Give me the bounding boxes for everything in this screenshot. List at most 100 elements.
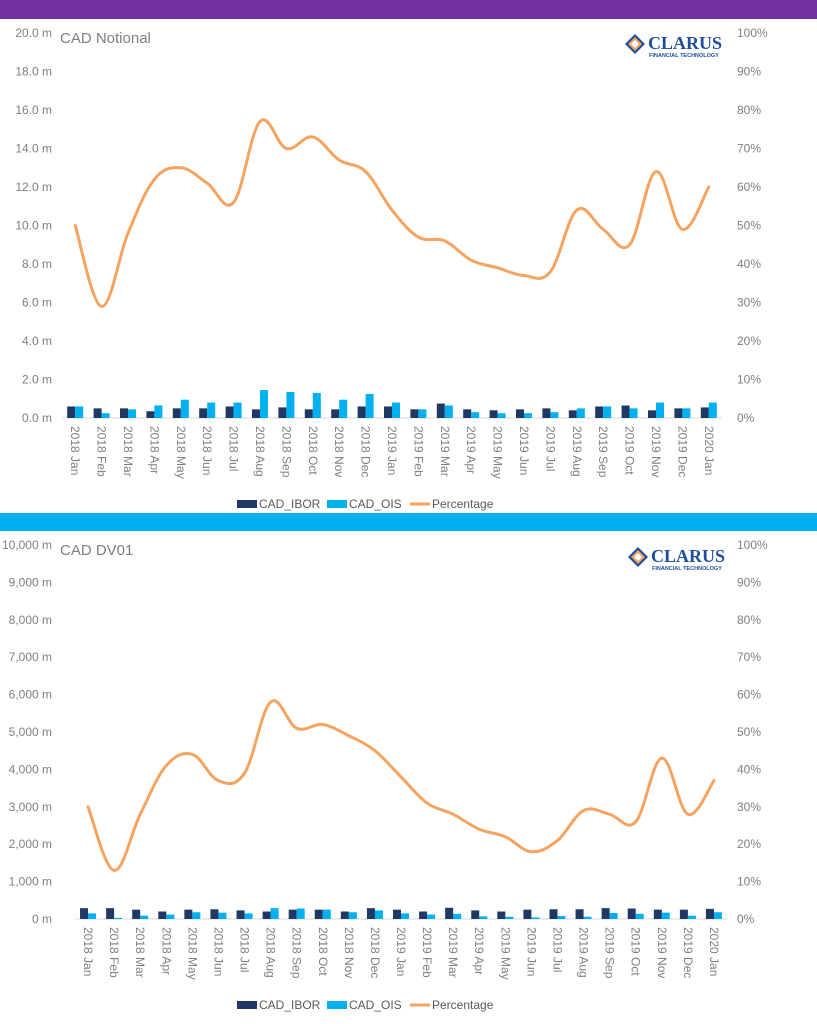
bar-cad-ois: [629, 408, 638, 418]
y2-axis-tick-label: 90%: [737, 65, 761, 79]
bar-cad-ois: [524, 413, 532, 418]
y2-axis-tick-label: 70%: [737, 650, 761, 664]
bar-cad-ibor: [366, 908, 375, 919]
x-axis-tick-label: 2019 Nov: [655, 927, 669, 978]
legend-label: CAD_IBOR: [259, 497, 321, 511]
bar-cad-ois: [88, 913, 97, 919]
bar-cad-ois: [661, 912, 670, 919]
bar-cad-ois: [154, 405, 163, 418]
bar-cad-ibor: [146, 411, 155, 418]
bar-cad-ois: [418, 409, 427, 418]
y2-axis-tick-label: 60%: [737, 688, 761, 702]
bar-cad-ois: [656, 402, 664, 418]
bar-cad-ibor: [549, 909, 558, 919]
x-axis-tick-label: 2019 Oct: [623, 426, 637, 475]
x-axis-tick-label: 2019 Jul: [550, 927, 564, 972]
y2-axis-tick-label: 30%: [737, 800, 761, 814]
bar-cad-ois: [180, 399, 189, 418]
bar-cad-ois: [401, 913, 409, 919]
clarus-tagline: FINANCIAL TECHNOLOGY: [649, 53, 719, 59]
x-axis-tick-label: 2018 Aug: [253, 426, 267, 477]
bar-cad-ibor: [172, 408, 181, 418]
x-axis-tick-label: 2018 Apr: [147, 426, 161, 474]
y-axis-tick-label: 12.0 m: [15, 180, 52, 194]
clarus-wordmark: CLARUS: [648, 33, 722, 53]
y-axis-tick-label: 14.0 m: [15, 142, 52, 156]
y-axis-tick-label: 3,000 m: [9, 800, 52, 814]
bar-cad-ibor: [252, 409, 260, 418]
bar-cad-ibor: [419, 911, 428, 919]
y-axis-tick-label: 8.0 m: [22, 257, 52, 271]
bar-cad-ois: [233, 402, 242, 418]
legend-swatch-cad-ois: [327, 500, 347, 508]
x-axis-tick-label: 2018 Jun: [211, 927, 225, 976]
x-axis-tick-label: 2018 Jun: [200, 426, 214, 475]
y2-axis-tick-label: 40%: [737, 762, 761, 776]
bar-cad-ois: [576, 408, 585, 418]
bar-cad-ois: [296, 908, 305, 919]
bar-cad-ibor: [184, 909, 193, 919]
bar-cad-ibor: [278, 407, 287, 418]
bar-cad-ibor: [516, 409, 524, 418]
bar-cad-ibor: [445, 907, 454, 919]
bar-cad-ibor: [210, 909, 219, 919]
bar-cad-ois: [114, 917, 123, 919]
y2-axis-tick-label: 80%: [737, 613, 761, 627]
bar-cad-ois: [365, 393, 374, 418]
legend-label: Percentage: [432, 998, 494, 1012]
x-axis-tick-label: 2018 Jul: [238, 927, 252, 972]
bar-cad-ois: [682, 408, 691, 418]
y2-axis-tick-label: 30%: [737, 296, 761, 310]
bar-cad-ois: [128, 409, 136, 418]
bar-cad-ois: [166, 914, 175, 919]
bar-cad-ibor: [542, 408, 551, 418]
legend-swatch-cad-ibor: [237, 500, 257, 508]
y2-axis-tick-label: 10%: [737, 373, 761, 387]
legend-label: Percentage: [432, 497, 494, 511]
y-axis-tick-label: 20.0 m: [15, 26, 52, 40]
legend-label: CAD_OIS: [349, 497, 402, 511]
x-axis-tick-label: 2019 Aug: [570, 426, 584, 477]
bar-cad-ibor: [568, 410, 577, 418]
x-axis-tick-label: 2018 Mar: [133, 927, 147, 978]
x-axis-tick-label: 2018 Jul: [227, 426, 241, 471]
bar-cad-ois: [270, 908, 279, 919]
section-divider-band: [0, 513, 817, 531]
y-axis-tick-label: 16.0 m: [15, 103, 52, 117]
bar-cad-ibor: [199, 408, 208, 418]
x-axis-tick-label: 2019 Jun: [524, 927, 538, 976]
bar-cad-ois: [244, 913, 253, 919]
bar-cad-ois: [444, 405, 453, 418]
chart-title: CAD DV01: [60, 542, 133, 559]
bar-cad-ibor: [595, 406, 604, 418]
bar-cad-ibor: [384, 406, 392, 418]
y-axis-tick-label: 18.0 m: [15, 65, 52, 79]
bar-cad-ibor: [93, 408, 102, 418]
y-axis-tick-label: 0 m: [32, 912, 52, 926]
bar-cad-ibor: [674, 408, 683, 418]
bar-cad-ois: [505, 916, 514, 919]
bar-cad-ibor: [158, 911, 167, 919]
x-axis-tick-label: 2019 Aug: [577, 927, 591, 978]
top-color-band: [0, 0, 817, 19]
bar-cad-ibor: [236, 910, 245, 919]
x-axis-tick-label: 2019 Feb: [411, 426, 425, 477]
clarus-tagline: FINANCIAL TECHNOLOGY: [652, 566, 722, 572]
bar-cad-ois: [479, 916, 488, 919]
bar-cad-ibor: [497, 911, 506, 919]
x-axis-tick-label: 2018 Nov: [332, 426, 346, 477]
bar-cad-ibor: [106, 908, 115, 919]
bar-cad-ois: [286, 392, 295, 418]
bar-cad-ibor: [120, 408, 128, 418]
bar-cad-ibor: [67, 406, 76, 418]
bar-cad-ibor: [575, 909, 584, 919]
bar-cad-ois: [260, 390, 268, 418]
y2-axis-tick-label: 70%: [737, 142, 761, 156]
x-axis-tick-label: 2019 Sep: [603, 927, 617, 979]
legend-swatch-cad-ibor: [237, 1001, 257, 1009]
x-axis-tick-label: 2019 Apr: [472, 927, 486, 975]
